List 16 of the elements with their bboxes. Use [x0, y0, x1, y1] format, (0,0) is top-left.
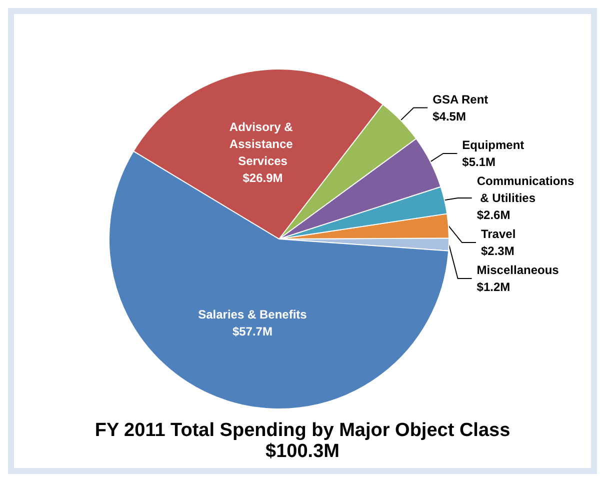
slice-label: Equipment: [462, 138, 524, 152]
slice-label: Communications & Utilities: [476, 174, 575, 206]
data-label: $1.2M: [476, 280, 510, 294]
text: $100.3M: [266, 441, 340, 462]
data-label: $5.1M: [462, 155, 496, 170]
slice-label: Advisory & Assistance Services: [229, 120, 296, 168]
slice-label: GSA Rent: [432, 92, 488, 106]
data-label: $2.3M: [480, 244, 514, 258]
data-label: $4.5M: [432, 109, 466, 124]
slice-label: Travel: [480, 227, 516, 242]
text: FY 2011 Total Spending by Major Object Class: [94, 420, 510, 441]
data-label: $57.7M: [232, 324, 272, 338]
data-label: $2.6M: [476, 208, 510, 222]
slice-label: Miscellaneous: [476, 263, 560, 278]
data-label: $26.9M: [242, 171, 283, 186]
slice-label: Salaries & Benefits: [198, 307, 308, 322]
